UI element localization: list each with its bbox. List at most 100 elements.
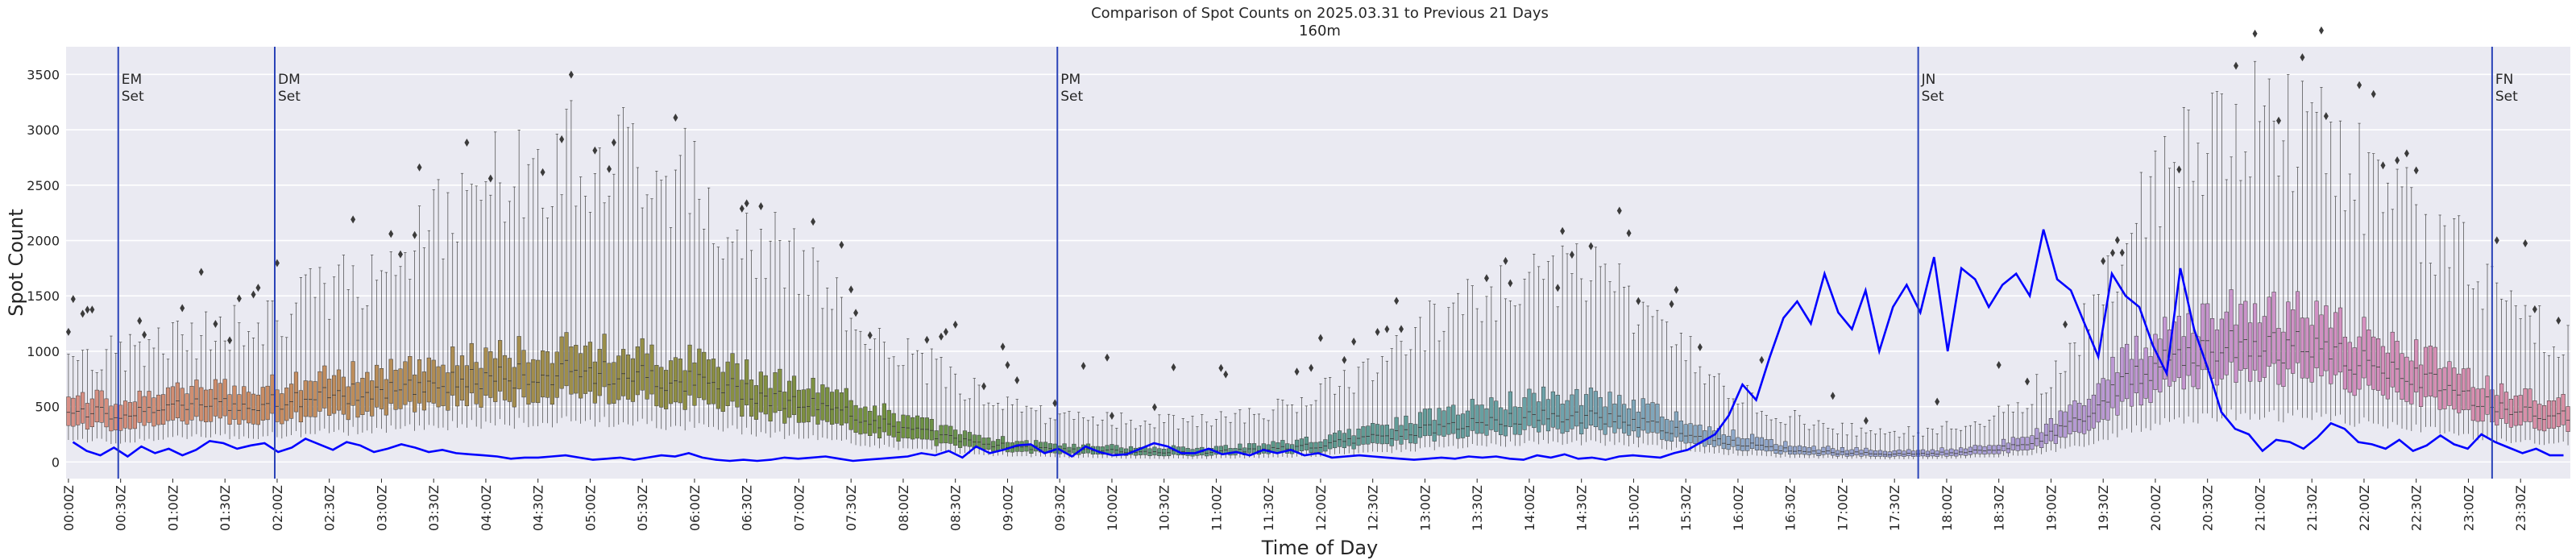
box-body (2291, 309, 2296, 374)
box-mark (2508, 290, 2514, 444)
box-body (322, 365, 327, 409)
box-mark (1764, 415, 1769, 457)
box-mark (412, 230, 417, 431)
box-mark (716, 247, 720, 430)
box-body (459, 355, 465, 401)
box-mark (2086, 329, 2092, 446)
box-body (706, 359, 711, 404)
box-body (2077, 402, 2082, 433)
box-mark (1773, 418, 1778, 458)
box-body (2120, 347, 2125, 402)
box-mark (1939, 425, 1944, 458)
box-mark (483, 181, 488, 422)
box-body (1465, 410, 1471, 437)
outlier-marker (2556, 316, 2561, 325)
box-mark (550, 206, 554, 428)
box-body (2400, 353, 2404, 400)
x-tick-label: 07:30Z (844, 485, 859, 531)
box-body (2286, 301, 2291, 370)
box-body (2271, 292, 2276, 364)
box-mark (1911, 435, 1916, 459)
box-body (2499, 383, 2504, 419)
box-body (2333, 312, 2338, 375)
box-mark (867, 331, 873, 447)
box-body (1736, 437, 1740, 451)
box-mark (1408, 349, 1413, 452)
box-mark (379, 270, 384, 429)
box-body (247, 392, 251, 424)
box-mark (2238, 180, 2243, 414)
box-body (2015, 438, 2020, 451)
box-mark (446, 192, 450, 430)
box-body (1835, 450, 1840, 457)
box-mark (1555, 284, 1561, 442)
box-mark (873, 338, 877, 446)
box-body (1982, 446, 1987, 455)
line-series (72, 229, 2564, 463)
box-mark (1479, 321, 1484, 446)
box-body (1389, 429, 1394, 446)
outlier-marker (2494, 236, 2499, 245)
box-body (2390, 331, 2395, 388)
y-tick-label: 1000 (27, 344, 60, 359)
box-body (365, 371, 370, 412)
box-body (1925, 450, 1931, 458)
box-body (1920, 449, 1926, 457)
box-body (1047, 443, 1053, 454)
box-body (834, 389, 840, 424)
box-mark (630, 123, 636, 426)
x-tick-label: 10:00Z (1105, 485, 1120, 531)
box-mark (1949, 428, 1954, 459)
box-mark (2186, 110, 2191, 417)
box-mark (863, 344, 868, 446)
outlier-marker (2371, 89, 2376, 98)
box-mark (1541, 279, 1546, 440)
x-tick-label: 02:00Z (270, 485, 285, 531)
box-mark (1863, 417, 1869, 458)
box-mark (943, 327, 948, 452)
box-body (1759, 437, 1764, 450)
box-mark (574, 205, 579, 421)
outlier-marker (80, 309, 85, 318)
box-body (118, 404, 123, 431)
box-mark (2053, 360, 2058, 452)
box-mark (678, 155, 682, 427)
box-mark (1655, 309, 1660, 446)
box-body (2371, 336, 2376, 390)
box-body (1778, 445, 1783, 454)
box-mark (165, 359, 171, 438)
box-mark (1266, 420, 1271, 458)
outlier-marker (943, 327, 948, 336)
box-mark (388, 230, 394, 426)
box-body (1351, 435, 1356, 450)
box-mark (2015, 402, 2020, 456)
box-body (1399, 425, 1404, 445)
box-body (2125, 343, 2130, 400)
box-body (2053, 424, 2058, 444)
box-mark (1205, 421, 1209, 459)
outlier-marker (251, 290, 256, 299)
box-mark (2134, 222, 2139, 425)
box-body (559, 336, 564, 389)
outlier-marker (2114, 236, 2120, 245)
box-mark (848, 285, 854, 444)
outlier-marker (2101, 256, 2106, 265)
box-body (2224, 311, 2229, 375)
box-body (2025, 437, 2030, 450)
box-body (370, 380, 375, 417)
outlier-marker (2404, 149, 2409, 158)
box-body (1304, 437, 1309, 450)
box-mark (1213, 419, 1219, 458)
outlier-marker (2357, 81, 2362, 89)
box-mark (1379, 356, 1385, 453)
box-body (2238, 304, 2243, 371)
box-mark (487, 174, 493, 423)
box-mark (180, 304, 185, 438)
x-tick-label: 23:30Z (2513, 485, 2528, 531)
box-body (848, 400, 853, 430)
outlier-marker (1616, 206, 1622, 215)
box-body (962, 430, 968, 446)
outlier-marker (1935, 397, 1940, 406)
box-mark (1707, 374, 1712, 453)
box-body (2409, 360, 2414, 404)
